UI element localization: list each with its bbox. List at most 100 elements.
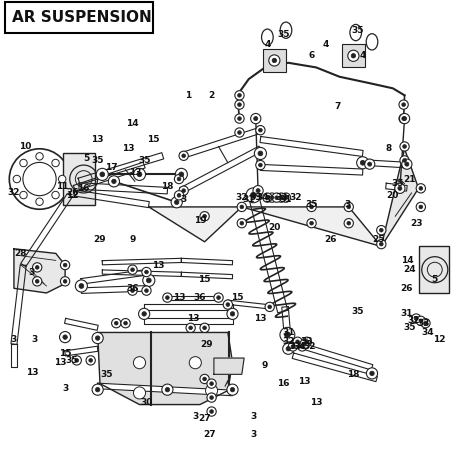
Text: 3: 3: [250, 412, 257, 421]
Text: 35: 35: [352, 307, 364, 316]
Circle shape: [86, 356, 95, 365]
Circle shape: [421, 319, 430, 328]
Circle shape: [400, 156, 409, 165]
Circle shape: [227, 384, 238, 395]
Text: 2: 2: [208, 91, 215, 100]
Polygon shape: [78, 153, 164, 185]
Polygon shape: [14, 249, 65, 293]
Text: 11: 11: [57, 181, 69, 191]
Circle shape: [95, 387, 100, 392]
Circle shape: [280, 327, 295, 342]
Circle shape: [365, 159, 375, 169]
Circle shape: [59, 175, 66, 183]
Circle shape: [310, 221, 313, 225]
Circle shape: [182, 189, 186, 193]
Circle shape: [131, 268, 134, 272]
Circle shape: [270, 196, 274, 199]
Polygon shape: [21, 193, 72, 267]
Polygon shape: [180, 146, 262, 193]
Circle shape: [36, 153, 43, 160]
Circle shape: [238, 103, 241, 106]
Circle shape: [272, 193, 281, 202]
Text: 31: 31: [401, 309, 413, 319]
Text: AR SUSPENSION: AR SUSPENSION: [12, 10, 152, 25]
Circle shape: [377, 239, 386, 249]
Circle shape: [424, 321, 427, 325]
Circle shape: [272, 58, 277, 63]
Text: 3: 3: [32, 335, 38, 344]
Circle shape: [163, 293, 172, 302]
Polygon shape: [98, 332, 232, 405]
Text: 9: 9: [129, 235, 136, 244]
Text: 13: 13: [152, 260, 164, 270]
Text: 26: 26: [324, 235, 336, 244]
Circle shape: [347, 221, 351, 225]
Circle shape: [203, 326, 206, 330]
Circle shape: [75, 280, 87, 292]
Circle shape: [200, 323, 209, 332]
Circle shape: [35, 279, 39, 283]
Text: 27: 27: [203, 430, 216, 439]
Circle shape: [207, 407, 216, 416]
Text: 3: 3: [345, 200, 351, 209]
Text: 35: 35: [352, 26, 364, 35]
Text: 21: 21: [403, 174, 415, 184]
Text: 1: 1: [185, 91, 192, 100]
Text: 31: 31: [282, 328, 294, 337]
Polygon shape: [65, 346, 98, 356]
Circle shape: [254, 117, 258, 120]
Text: 19: 19: [193, 216, 206, 226]
Bar: [63, 153, 95, 205]
Text: 35: 35: [392, 179, 404, 188]
Circle shape: [206, 385, 218, 397]
Text: 15: 15: [147, 135, 159, 144]
Text: 28: 28: [15, 249, 27, 258]
Circle shape: [266, 196, 269, 199]
Circle shape: [162, 384, 173, 395]
Circle shape: [179, 186, 188, 195]
Circle shape: [179, 172, 184, 177]
Circle shape: [288, 342, 298, 351]
Circle shape: [246, 188, 261, 203]
Circle shape: [112, 319, 121, 328]
Circle shape: [200, 374, 209, 384]
Circle shape: [240, 221, 244, 225]
Text: 31: 31: [243, 195, 255, 205]
Circle shape: [142, 267, 151, 277]
Text: 9: 9: [262, 360, 268, 370]
Text: 36: 36: [194, 293, 206, 302]
Text: 15: 15: [231, 293, 243, 302]
Circle shape: [296, 340, 299, 344]
Circle shape: [189, 326, 193, 330]
Circle shape: [277, 193, 286, 202]
Circle shape: [217, 296, 220, 299]
Circle shape: [419, 205, 423, 209]
Circle shape: [275, 196, 279, 199]
Text: 32: 32: [282, 337, 294, 346]
Text: 13: 13: [122, 144, 134, 153]
Text: 13: 13: [129, 167, 141, 177]
Text: 14: 14: [126, 119, 139, 128]
Circle shape: [283, 343, 294, 354]
Text: 29: 29: [93, 235, 106, 244]
Circle shape: [402, 159, 412, 169]
Circle shape: [145, 289, 148, 292]
Circle shape: [226, 303, 230, 306]
Text: 35: 35: [92, 156, 104, 165]
Text: 5: 5: [432, 274, 438, 284]
Circle shape: [20, 191, 27, 199]
Circle shape: [307, 219, 316, 228]
Polygon shape: [292, 353, 378, 382]
Text: 3: 3: [28, 267, 35, 277]
Circle shape: [344, 219, 353, 228]
Text: 32: 32: [289, 193, 301, 202]
Circle shape: [146, 278, 151, 283]
Circle shape: [137, 172, 142, 177]
Text: 35: 35: [101, 370, 113, 379]
Polygon shape: [102, 259, 181, 265]
Circle shape: [35, 266, 39, 269]
Circle shape: [165, 387, 170, 392]
Circle shape: [269, 55, 280, 66]
Text: 16: 16: [278, 379, 290, 388]
Polygon shape: [260, 165, 363, 175]
